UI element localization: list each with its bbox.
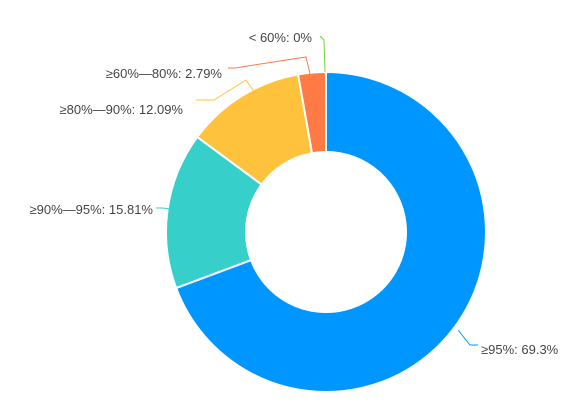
leader-lines-group bbox=[156, 35, 478, 346]
data-label-80-90: ≥80%—90%: 12.09% bbox=[60, 102, 184, 117]
leader-line-90-95 bbox=[156, 207, 197, 213]
labels-group: ≥95%: 69.3% ≥90%—95%: 15.81% ≥80%—90%: 1… bbox=[30, 30, 559, 357]
data-label-90-95: ≥90%—95%: 15.81% bbox=[30, 202, 154, 217]
leader-line-60-80 bbox=[228, 56, 312, 79]
data-label-lt60: < 60%: 0% bbox=[249, 30, 313, 45]
slice-1[interactable] bbox=[175, 71, 487, 393]
leader-line-95 bbox=[457, 329, 478, 346]
slice-4[interactable] bbox=[297, 71, 327, 155]
slice-2[interactable] bbox=[165, 135, 263, 290]
data-label-60-80: ≥60%—80%: 2.79% bbox=[106, 66, 223, 81]
data-label-95: ≥95%: 69.3% bbox=[481, 342, 559, 357]
slices-group bbox=[165, 71, 487, 393]
leader-line-lt60 bbox=[319, 35, 326, 73]
leader-line-80-90 bbox=[196, 79, 256, 101]
